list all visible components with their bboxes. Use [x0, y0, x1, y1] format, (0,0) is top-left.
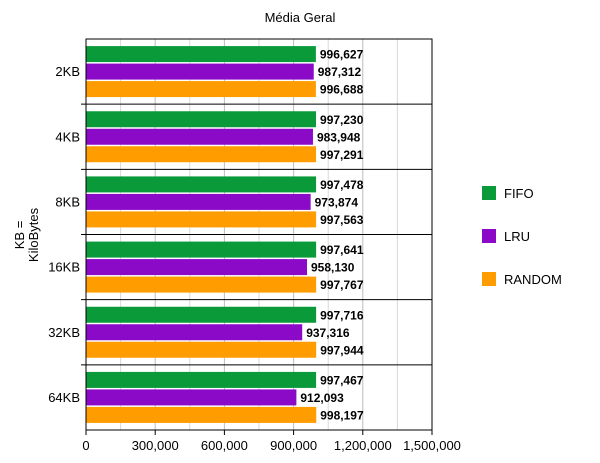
legend-swatch-random	[482, 272, 496, 286]
data-label-random: 997,291	[320, 148, 364, 162]
legend-swatch-fifo	[482, 186, 496, 200]
x-tick-label: 0	[82, 438, 89, 453]
bar-fifo-32kb	[86, 306, 317, 323]
bar-lru-16kb	[86, 259, 308, 276]
x-tick-label: 1,500,000	[403, 438, 461, 453]
bar-lru-8kb	[86, 193, 311, 210]
chart-title: Média Geral	[265, 10, 336, 25]
data-label-lru: 958,130	[311, 261, 355, 275]
bar-lru-4kb	[86, 128, 313, 145]
y-axis-label-line: KB =	[12, 221, 27, 250]
bar-random-8kb	[86, 211, 317, 228]
y-tick-label: 4KB	[55, 129, 80, 144]
bar-random-16kb	[86, 276, 317, 293]
x-tick-label: 900,000	[270, 438, 317, 453]
data-label-random: 997,944	[320, 343, 364, 357]
data-label-lru: 973,874	[315, 195, 359, 209]
data-label-random: 997,767	[320, 278, 364, 292]
legend-label-lru: LRU	[504, 229, 530, 244]
legend-swatch-lru	[482, 229, 496, 243]
data-label-lru: 912,093	[300, 391, 344, 405]
bar-fifo-64kb	[86, 371, 317, 388]
legend-label-fifo: FIFO	[504, 186, 534, 201]
data-label-fifo: 997,230	[320, 113, 364, 127]
data-label-lru: 987,312	[318, 65, 362, 79]
bar-lru-32kb	[86, 324, 303, 341]
data-label-random: 998,197	[320, 408, 364, 422]
y-axis-label-line: KiloBytes	[26, 207, 41, 262]
bar-fifo-4kb	[86, 111, 317, 128]
x-tick-label: 600,000	[201, 438, 248, 453]
bar-fifo-2kb	[86, 46, 316, 63]
data-label-fifo: 997,716	[320, 308, 364, 322]
bar-random-64kb	[86, 406, 317, 423]
data-label-lru: 983,948	[317, 130, 361, 144]
y-tick-label: 32KB	[48, 325, 80, 340]
y-tick-label: 64KB	[48, 390, 80, 405]
data-label-random: 997,563	[320, 213, 364, 227]
bar-random-2kb	[86, 81, 316, 98]
y-tick-label: 2KB	[55, 64, 80, 79]
data-label-fifo: 997,641	[320, 243, 364, 257]
plot-frame	[85, 38, 433, 431]
bar-lru-2kb	[86, 63, 314, 80]
data-label-random: 996,688	[320, 83, 364, 97]
y-tick-label: 16KB	[48, 260, 80, 275]
bar-fifo-8kb	[86, 176, 317, 193]
bar-random-32kb	[86, 341, 317, 358]
data-label-fifo: 996,627	[320, 48, 364, 62]
bar-random-4kb	[86, 146, 317, 163]
data-label-fifo: 997,467	[320, 373, 364, 387]
data-label-lru: 937,316	[306, 326, 350, 340]
x-tick-label: 1,200,000	[334, 438, 392, 453]
data-label-fifo: 997,478	[320, 178, 364, 192]
y-axis-label: KB =KiloBytes	[12, 207, 41, 262]
bar-fifo-16kb	[86, 241, 317, 258]
bar-lru-64kb	[86, 389, 297, 406]
y-tick-label: 8KB	[55, 194, 80, 209]
x-tick-label: 300,000	[132, 438, 179, 453]
legend-label-random: RANDOM	[504, 272, 562, 287]
